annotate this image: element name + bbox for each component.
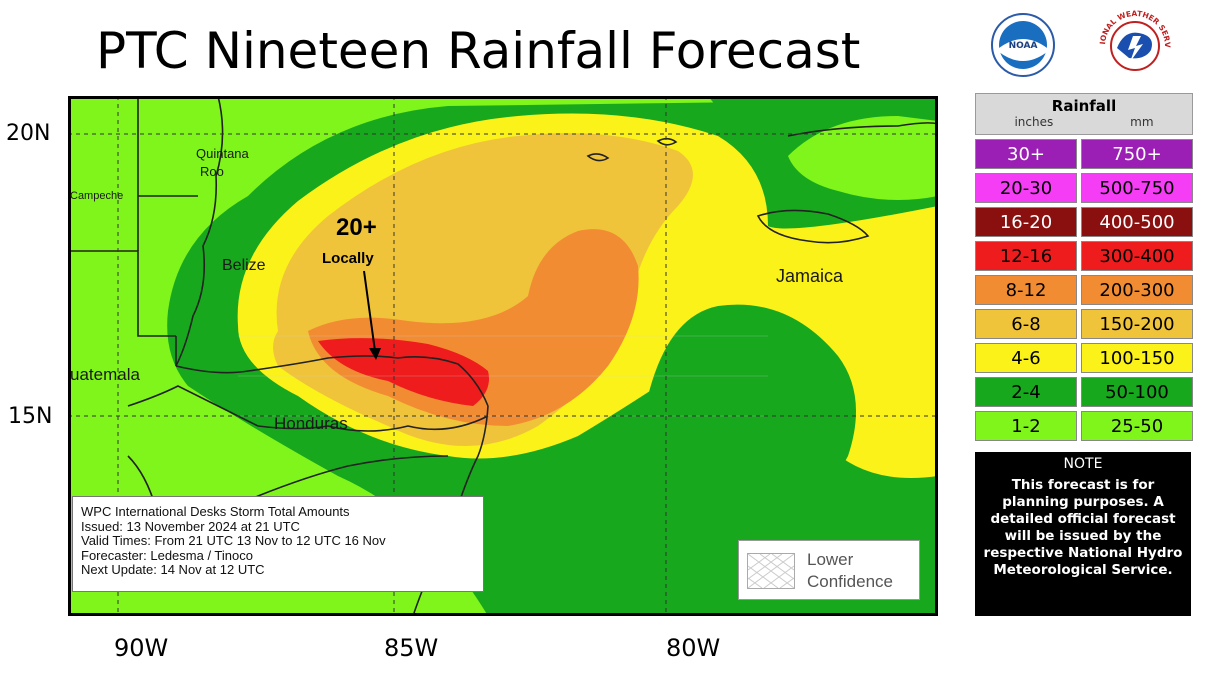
legend-inches-cell: 4-6 xyxy=(975,343,1077,373)
legend-inches-cell: 2-4 xyxy=(975,377,1077,407)
note-box: NOTE This forecast is for planning purpo… xyxy=(975,452,1191,616)
legend-mm-cell: 300-400 xyxy=(1081,241,1193,271)
legend-inches-cell: 1-2 xyxy=(975,411,1077,441)
legend-mm-cell: 500-750 xyxy=(1081,173,1193,203)
legend-row: 6-8 150-200 xyxy=(975,309,1193,339)
callout-arrow xyxy=(363,270,381,360)
legend-row: 20-30 500-750 xyxy=(975,173,1193,203)
lat-label-15n: 15N xyxy=(8,404,53,429)
legend-title: Rainfall xyxy=(1051,97,1117,115)
map-frame xyxy=(68,96,938,616)
legend-row: 8-12 200-300 xyxy=(975,275,1193,305)
confidence-line-1: Lower xyxy=(807,550,854,569)
legend-mm-cell: 400-500 xyxy=(1081,207,1193,237)
label-belize: Belize xyxy=(222,257,266,274)
lon-label-85w: 85W xyxy=(384,634,439,662)
legend-inches-cell: 20-30 xyxy=(975,173,1077,203)
rainfall-legend: Rainfall inches mm 30+ 750+ 20-30 500-750 16… xyxy=(975,93,1193,441)
legend-mm-cell: 25-50 xyxy=(1081,411,1193,441)
info-line-2: Issued: 13 November 2024 at 21 UTC xyxy=(81,518,300,534)
label-honduras: Honduras xyxy=(274,414,348,433)
label-quintana: Quintana xyxy=(196,146,249,161)
legend-header: Rainfall inches mm xyxy=(975,93,1193,135)
legend-row: 1-2 25-50 xyxy=(975,411,1193,441)
info-line-1: WPC International Desks Storm Total Amou… xyxy=(81,504,350,519)
rain-zone-1-2-ne xyxy=(788,116,938,200)
legend-row: 30+ 750+ xyxy=(975,139,1193,169)
legend-mm-cell: 50-100 xyxy=(1081,377,1193,407)
legend-inches-cell: 12-16 xyxy=(975,241,1077,271)
rain-zone-2-4-east xyxy=(628,304,856,616)
legend-mm-cell: 200-300 xyxy=(1081,275,1193,305)
callout-20-plus: 20+ xyxy=(336,214,377,241)
note-title: NOTE xyxy=(1063,456,1103,472)
label-guatemala: uatemala xyxy=(70,365,140,384)
rain-zone-12-16 xyxy=(318,338,489,406)
rainfall-map xyxy=(68,96,938,616)
label-jamaica: Jamaica xyxy=(776,266,844,286)
lat-label-20n: 20N xyxy=(6,121,51,146)
page-title: PTC Nineteen Rainfall Forecast xyxy=(96,22,861,80)
lon-label-80w: 80W xyxy=(666,634,721,662)
legend-unit-inches: inches xyxy=(1014,115,1054,129)
confidence-line-2: Confidence xyxy=(807,572,894,591)
coastlines xyxy=(68,96,938,616)
legend-inches-cell: 6-8 xyxy=(975,309,1077,339)
forecast-info-box: WPC International Desks Storm Total Amou… xyxy=(72,496,484,592)
info-line-4: Forecaster: Ledesma / Tinoco xyxy=(81,547,253,563)
legend-mm-cell: 150-200 xyxy=(1081,309,1193,339)
note-body: This forecast is for planning purposes. … xyxy=(983,477,1183,578)
nws-logo: NATIONAL WEATHER SERVICE xyxy=(1095,8,1172,82)
legend-mm-cell: 100-150 xyxy=(1081,343,1193,373)
label-roo: Roo xyxy=(200,164,224,179)
hatch-swatch-icon xyxy=(747,553,795,589)
legend-row: 2-4 50-100 xyxy=(975,377,1193,407)
legend-row: 12-16 300-400 xyxy=(975,241,1193,271)
legend-inches-cell: 16-20 xyxy=(975,207,1077,237)
noaa-logo: NOAA xyxy=(991,13,1055,77)
callout-locally: Locally xyxy=(322,250,374,267)
legend-row: 16-20 400-500 xyxy=(975,207,1193,237)
lon-label-90w: 90W xyxy=(114,634,169,662)
info-line-3: Valid Times: From 21 UTC 13 Nov to 12 UT… xyxy=(81,533,386,548)
legend-mm-cell: 750+ xyxy=(1081,139,1193,169)
info-line-5: Next Update: 14 Nov at 12 UTC xyxy=(81,562,265,577)
legend-inches-cell: 8-12 xyxy=(975,275,1077,305)
lower-confidence-key: Lower Confidence xyxy=(738,540,920,600)
legend-row: 4-6 100-150 xyxy=(975,343,1193,373)
legend-unit-mm: mm xyxy=(1130,115,1154,129)
noaa-logo-text: NOAA xyxy=(1009,41,1038,51)
label-campeche: Campeche xyxy=(70,190,124,202)
legend-inches-cell: 30+ xyxy=(975,139,1077,169)
